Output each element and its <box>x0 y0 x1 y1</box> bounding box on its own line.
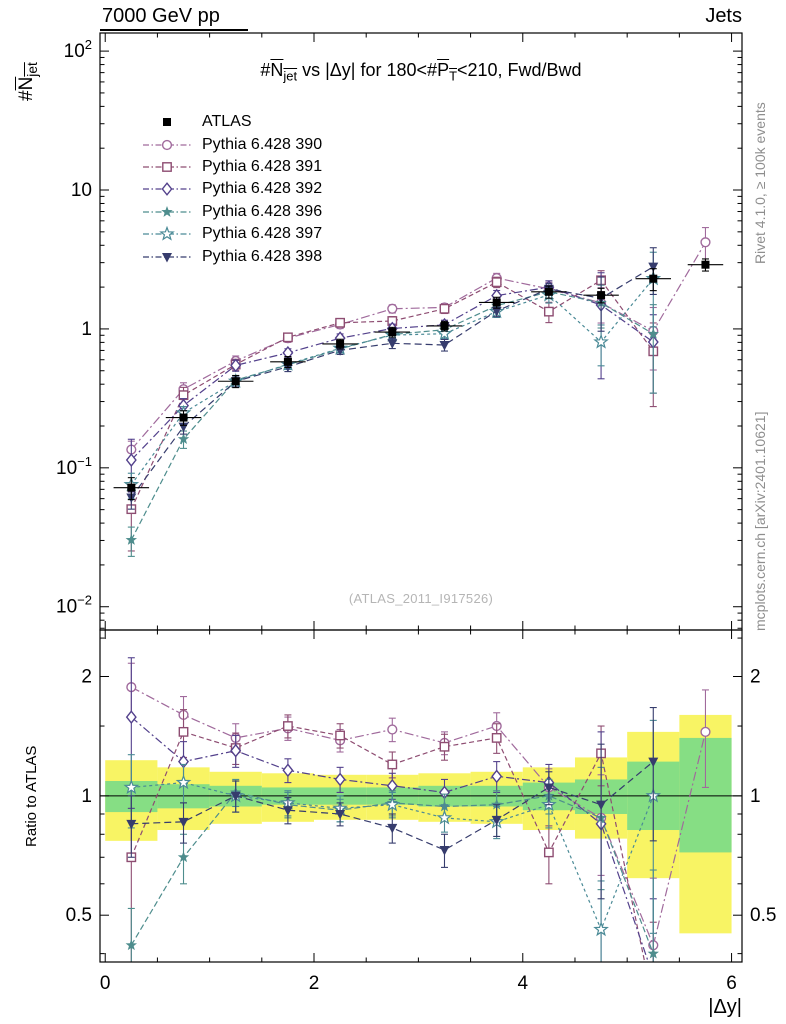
svg-text:6: 6 <box>726 973 737 994</box>
y-axis-label-ratio: Ratio to ATLAS <box>23 745 40 847</box>
analysis-group-label: Jets <box>705 5 742 27</box>
circle-open-icon <box>143 139 191 150</box>
series-ratio-Pythia 6.428 390 <box>126 662 711 962</box>
svg-text:4: 4 <box>517 973 528 994</box>
legend-entry: Pythia 6.428 390 <box>141 133 322 155</box>
analysis-id-watermark: (ATLAS_2011_I917526) <box>348 591 494 606</box>
svg-text:0.5: 0.5 <box>66 905 92 926</box>
y-axis-label-top: #Njet <box>16 62 40 101</box>
series-top-Pythia 6.428 397 <box>123 251 662 500</box>
legend-label: Pythia 6.428 390 <box>202 135 323 153</box>
svg-text:1: 1 <box>81 786 92 807</box>
legend-label: Pythia 6.428 392 <box>202 180 323 198</box>
svg-text:10−2: 10−2 <box>56 593 92 618</box>
legend-label: Pythia 6.428 391 <box>202 157 323 175</box>
svg-text:10−1: 10−1 <box>56 454 92 479</box>
svg-text:2: 2 <box>309 973 320 994</box>
rivet-version-label: Rivet 4.1.0, ≥ 100k events <box>752 102 768 264</box>
uncertainty-bands <box>105 714 732 934</box>
svg-text:1: 1 <box>750 786 761 807</box>
axis-ticks <box>100 33 742 962</box>
axis-tick-labels: 102 10 1 10−1 10−2 2 2 1 1 0.5 0.5 0 2 4 6 <box>56 37 776 994</box>
svg-text:2: 2 <box>81 666 92 687</box>
svg-text:102: 102 <box>64 37 92 62</box>
diamond-open-icon <box>143 182 191 197</box>
series-ratio-Pythia 6.428 398 <box>126 706 659 900</box>
svg-text:0: 0 <box>100 973 111 994</box>
mcplots-credit-label: mcplots.cern.ch [arXiv:2401.10621] <box>752 411 768 631</box>
beam-energy-label: 7000 GeV pp <box>102 5 220 27</box>
legend-label: Pythia 6.428 396 <box>202 202 323 220</box>
square-filled-icon <box>163 118 171 127</box>
svg-text:0.5: 0.5 <box>750 905 776 926</box>
series-top-ATLAS <box>113 258 724 501</box>
legend-entry: ATLAS <box>141 111 322 133</box>
star-open-icon <box>143 226 191 241</box>
legend-label: ATLAS <box>202 113 252 131</box>
svg-text:2: 2 <box>750 666 761 687</box>
legend-entry: Pythia 6.428 396 <box>141 201 322 223</box>
x-axis-label: |Δy| <box>708 996 742 1018</box>
header-underline <box>100 29 248 31</box>
star-filled-icon <box>143 205 191 217</box>
legend-entry: Pythia 6.428 392 <box>141 178 322 200</box>
series-top-Pythia 6.428 390 <box>126 227 711 460</box>
legend-entry: Pythia 6.428 391 <box>141 156 322 178</box>
legend: ATLAS Pythia 6.428 390 Pythia 6.428 391 Pyt… <box>141 111 322 268</box>
plot-title: #Njet vs |Δy| for 180<#PT<210, Fwd/Bwd <box>260 60 582 84</box>
svg-text:1: 1 <box>81 319 92 340</box>
square-open-icon <box>143 162 191 172</box>
triangle-down-filled-icon <box>143 252 191 263</box>
legend-label: Pythia 6.428 397 <box>202 225 323 243</box>
svg-text:10: 10 <box>71 180 92 201</box>
legend-label: Pythia 6.428 398 <box>202 247 323 265</box>
legend-entry: Pythia 6.428 397 <box>141 223 322 245</box>
series-top-Pythia 6.428 398 <box>126 247 659 510</box>
legend-entry: Pythia 6.428 398 <box>141 245 322 267</box>
